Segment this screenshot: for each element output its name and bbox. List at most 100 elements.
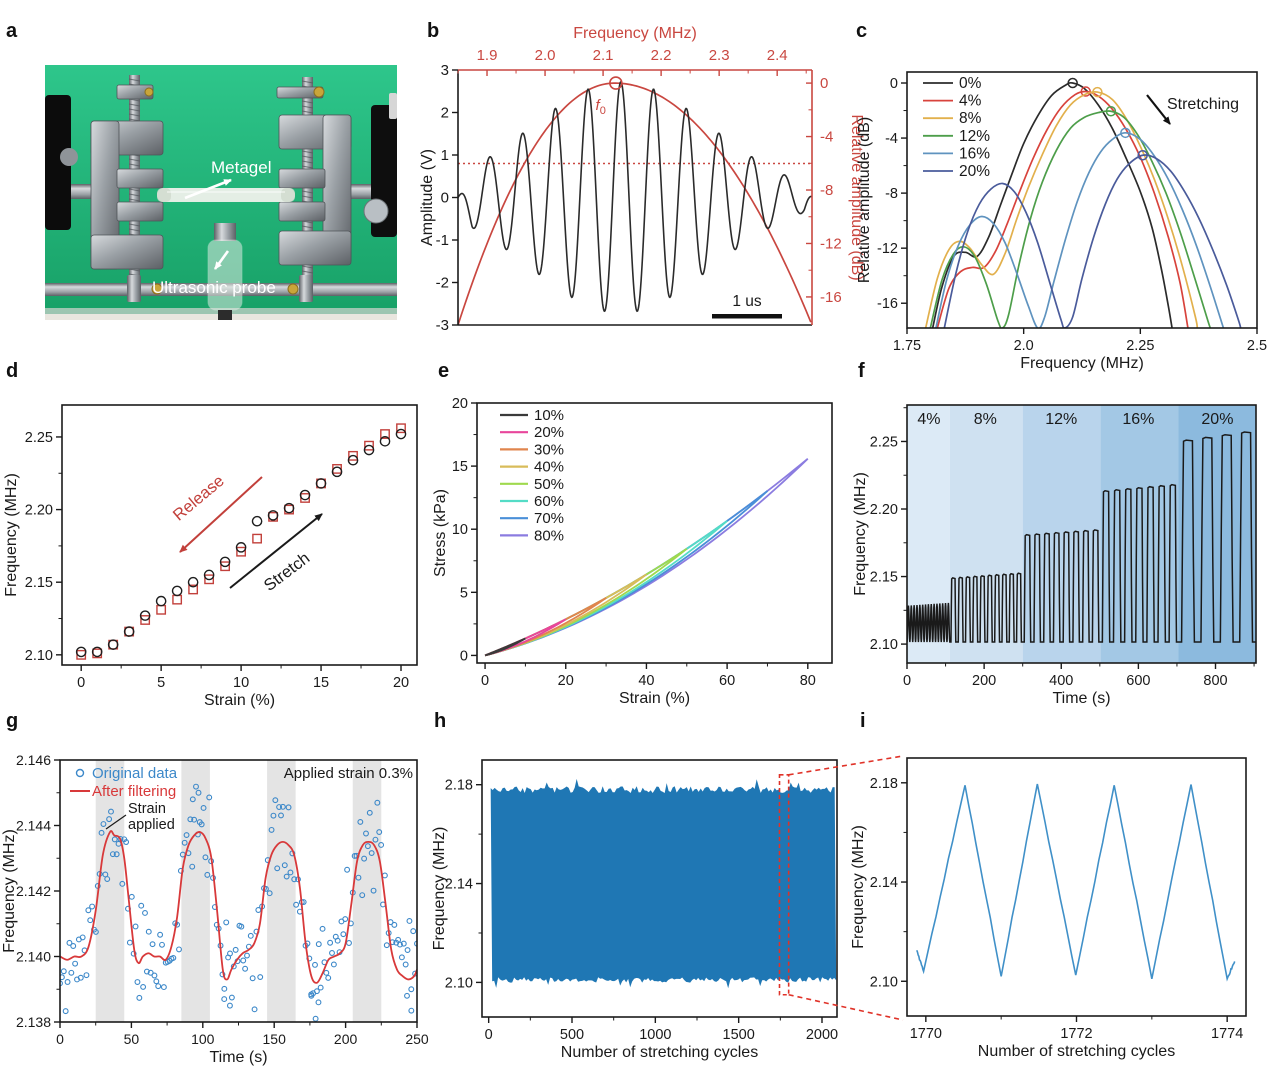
stretch-point — [283, 502, 295, 514]
panel-d-strain-frequency-chart: 0 5 10 15 20 2.10 2.15 2.20 2.25 Strain (%) Freque… — [3, 404, 418, 709]
data-point — [414, 940, 417, 947]
strain-region — [949, 405, 1023, 663]
waveform — [458, 80, 812, 313]
svg-text:80: 80 — [800, 673, 816, 689]
data-point — [223, 919, 230, 926]
data-point — [159, 941, 165, 948]
axes: 0 200 400 600 800 2.10 2.15 2.20 2.25 Time (s) Fre… — [852, 404, 1257, 707]
data-point — [268, 826, 275, 833]
data-point — [370, 887, 377, 894]
data-point — [100, 821, 107, 827]
panel-letter-g: g — [6, 710, 19, 732]
legend-item: 30% — [534, 441, 564, 458]
svg-text:50: 50 — [124, 1031, 140, 1047]
stretch-point — [347, 454, 359, 466]
svg-text:2: 2 — [441, 105, 449, 122]
applied-strain-label: Applied strain 0.3% — [284, 765, 413, 782]
series-0% — [931, 81, 1173, 328]
svg-text:2.138: 2.138 — [16, 1014, 51, 1030]
cycling-band — [490, 778, 837, 989]
stretch-point — [251, 515, 263, 527]
data-point — [79, 934, 86, 941]
stretch-point — [363, 444, 375, 456]
data-point — [64, 979, 71, 985]
stretch-point — [123, 626, 135, 637]
stretch-point — [107, 639, 119, 650]
svg-text:1000: 1000 — [639, 1027, 671, 1043]
svg-text:2.10: 2.10 — [25, 648, 53, 664]
axes: 0 50 100 150 200 250 2.138 2.140 2.142 2.144 2.146… — [1, 752, 429, 1066]
region-label: 16% — [1122, 411, 1154, 428]
clamp-bracket — [278, 114, 352, 266]
svg-text:2.10: 2.10 — [445, 975, 473, 991]
region-label: 20% — [1201, 411, 1233, 428]
svg-text:0: 0 — [903, 673, 911, 689]
svg-text:2.142: 2.142 — [16, 883, 51, 899]
data-point — [312, 1015, 319, 1022]
data-point — [329, 950, 335, 956]
legend-item: 0% — [959, 75, 982, 92]
data-point — [66, 939, 73, 946]
data-point — [176, 946, 182, 953]
zoomed-cycles-trace — [916, 783, 1236, 982]
release-point — [220, 561, 231, 572]
loop-40% — [484, 573, 647, 657]
series-12% — [929, 110, 1212, 328]
data-point — [315, 941, 322, 948]
panel-letter-c: c — [856, 20, 868, 42]
data-point — [206, 794, 213, 801]
frequency-trace — [907, 431, 1256, 643]
stretch-point — [395, 428, 407, 440]
svg-text:2.25: 2.25 — [1126, 338, 1154, 354]
data-point — [317, 984, 324, 991]
data-point — [170, 954, 177, 961]
data-point — [283, 873, 290, 880]
data-point — [147, 969, 154, 976]
release-point — [156, 604, 167, 615]
svg-text:5: 5 — [460, 585, 468, 601]
data-point — [111, 836, 118, 843]
data-point — [395, 936, 402, 943]
panel-c-spectra-chart: 1.75 2.0 2.25 2.5 0 -4 -8 -12 -16 Frequency (MHz)… — [856, 71, 1267, 372]
svg-text:0: 0 — [481, 673, 489, 689]
legend-item: 70% — [534, 510, 564, 527]
data-point — [361, 855, 368, 862]
svg-text:-12: -12 — [820, 235, 842, 252]
legend-item: 80% — [534, 527, 564, 544]
data-point — [138, 902, 145, 909]
axes: 1.9 2.0 2.1 2.2 2.3 2.4 Frequency (MHz) 3 2 1 0 -1 -… — [419, 25, 865, 334]
legend-item: 40% — [534, 459, 564, 476]
data-point — [408, 986, 415, 993]
stretching-annotation: Stretching — [1167, 96, 1239, 113]
panel-letter-h: h — [434, 710, 447, 732]
svg-text:2.18: 2.18 — [870, 776, 898, 792]
loop-10% — [484, 637, 526, 657]
data-point — [126, 939, 133, 946]
svg-text:1774: 1774 — [1211, 1026, 1243, 1042]
axes: 0 20 40 60 80 0 5 10 15 20 Strain (%) Stress (kPa) 1… — [432, 396, 833, 707]
data-point — [149, 941, 156, 948]
plot-data — [907, 405, 1256, 663]
setup-photo: Metagel Ultrasonic probe — [45, 65, 397, 320]
svg-text:0: 0 — [77, 675, 85, 691]
svg-text:2.14: 2.14 — [445, 877, 473, 893]
data-point — [83, 972, 90, 979]
svg-text:2000: 2000 — [806, 1027, 838, 1043]
data-point — [181, 839, 188, 846]
data-point — [355, 874, 362, 881]
data-point — [60, 980, 63, 987]
data-point — [381, 872, 388, 879]
stretch-point — [315, 478, 327, 489]
filtered-line — [60, 830, 417, 984]
region-label: 12% — [1045, 411, 1077, 428]
strain-band — [181, 760, 210, 1022]
svg-text:2.4: 2.4 — [767, 47, 788, 64]
plot-data — [924, 77, 1242, 328]
panel-letter-f: f — [858, 360, 865, 382]
svg-text:1.75: 1.75 — [893, 338, 921, 354]
svg-text:2.140: 2.140 — [16, 949, 51, 965]
data-point — [189, 796, 196, 803]
data-point — [359, 892, 366, 899]
y-axis-label: Amplitude (V) — [419, 149, 436, 246]
